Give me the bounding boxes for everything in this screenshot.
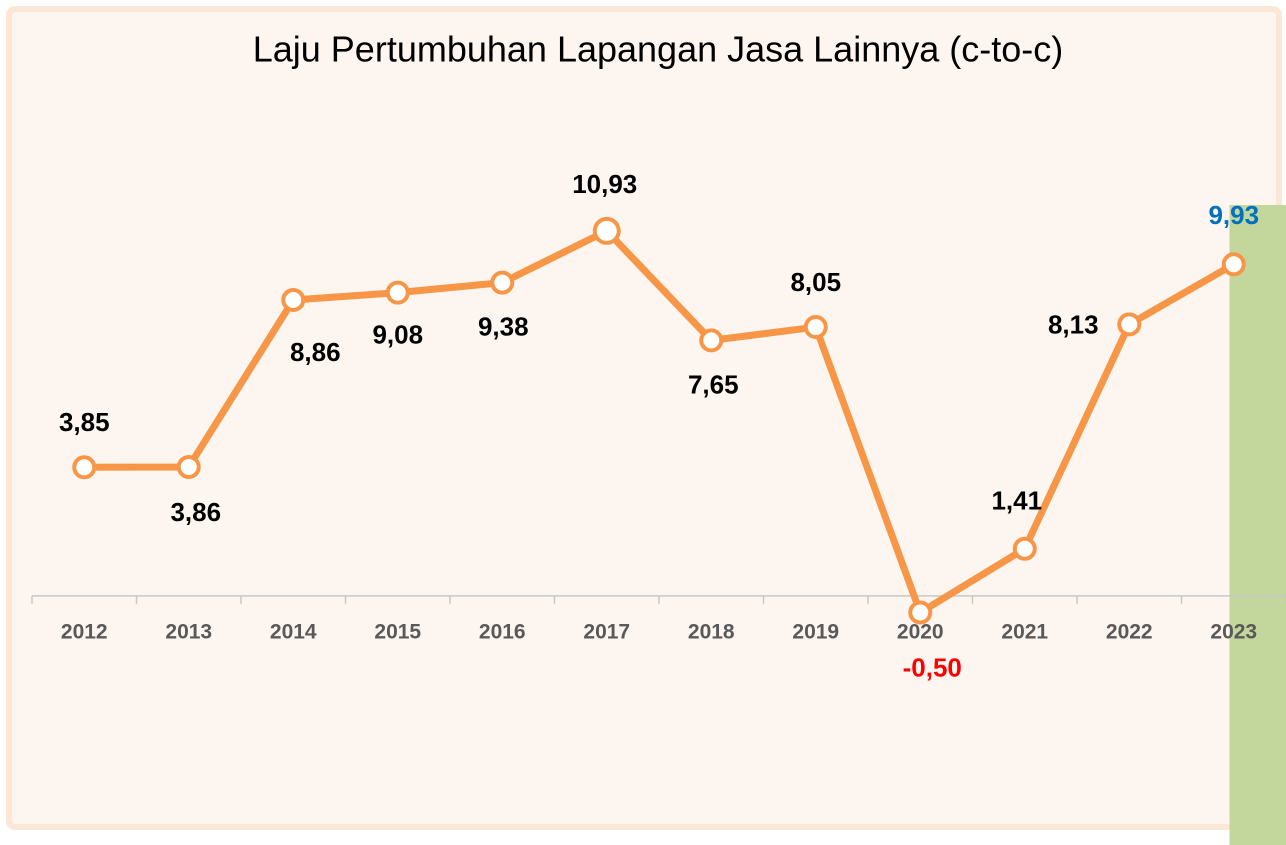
data-point bbox=[1117, 312, 1142, 337]
data-point bbox=[1221, 252, 1246, 277]
x-tick-label: 2023 bbox=[1210, 620, 1257, 643]
x-tick-label: 2013 bbox=[165, 620, 212, 643]
data-label: 1,41 bbox=[991, 486, 1042, 516]
data-point bbox=[385, 280, 410, 305]
x-tick-label: 2012 bbox=[61, 620, 108, 643]
x-tick-label: 2017 bbox=[583, 620, 630, 643]
data-line bbox=[84, 227, 1236, 617]
data-label: 9,93 bbox=[1208, 200, 1259, 230]
x-tick-label: 2020 bbox=[897, 620, 944, 643]
data-point bbox=[72, 455, 97, 480]
x-tick-label: 2015 bbox=[374, 620, 421, 643]
data-label: 9,38 bbox=[478, 312, 529, 342]
data-point bbox=[1012, 536, 1037, 561]
x-tick-label: 2016 bbox=[479, 620, 526, 643]
data-label: 8,13 bbox=[1048, 309, 1099, 339]
data-point bbox=[803, 315, 828, 340]
x-tick-label: 2021 bbox=[1001, 620, 1048, 643]
data-point bbox=[592, 216, 621, 245]
data-point bbox=[281, 288, 306, 313]
data-label: 3,86 bbox=[170, 497, 221, 527]
highlight-band bbox=[1229, 205, 1286, 845]
data-label: 9,08 bbox=[372, 320, 423, 350]
data-label: 7,65 bbox=[688, 369, 739, 399]
x-tick-label: 2014 bbox=[270, 620, 317, 643]
data-label: 8,86 bbox=[290, 337, 341, 367]
data-label: 3,85 bbox=[59, 407, 110, 437]
x-tick-label: 2019 bbox=[792, 620, 839, 643]
data-label: -0,50 bbox=[903, 652, 962, 682]
data-point bbox=[490, 270, 515, 295]
x-tick-label: 2018 bbox=[688, 620, 735, 643]
data-point bbox=[699, 328, 724, 353]
chart-title: Laju Pertumbuhan Lapangan Jasa Lainnya (… bbox=[253, 29, 1064, 70]
data-point bbox=[908, 600, 933, 625]
data-label: 8,05 bbox=[790, 267, 841, 297]
data-point bbox=[176, 454, 201, 479]
data-label: 10,93 bbox=[572, 169, 637, 199]
x-tick-label: 2022 bbox=[1106, 620, 1153, 643]
